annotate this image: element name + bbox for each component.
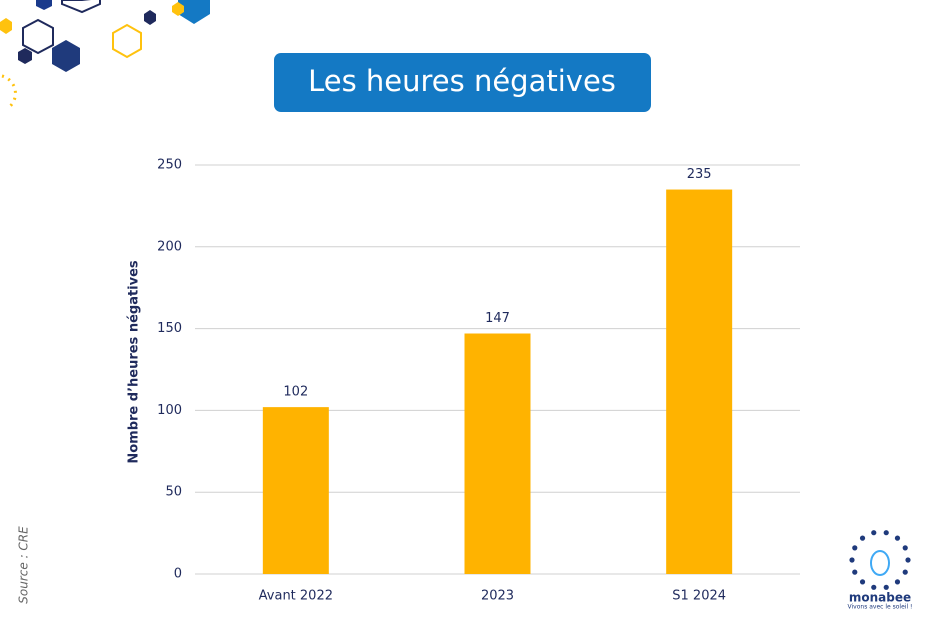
bar — [666, 189, 733, 575]
y-tick-label: 100 — [157, 403, 182, 418]
logo-dot — [894, 579, 901, 585]
logo-dot — [902, 545, 908, 551]
logo-dot — [859, 535, 866, 541]
logo-dot — [902, 569, 908, 575]
logo-tagline: Vivons avec le soleil ! — [848, 604, 913, 611]
y-tick-label: 250 — [157, 158, 182, 173]
logo-dot — [849, 557, 855, 563]
y-tick-label: 0 — [174, 567, 182, 582]
logo-dot — [883, 584, 889, 590]
y-axis-label: Nombre d’heures négatives — [127, 260, 142, 464]
source: Source : CRE — [17, 526, 31, 604]
logo-dot — [871, 530, 877, 536]
bar — [262, 407, 329, 574]
logo-dot — [859, 579, 866, 585]
bar — [464, 333, 531, 574]
y-tick-label: 150 — [157, 321, 182, 336]
x-tick-label: Avant 2022 — [259, 589, 333, 604]
logo-dot — [894, 535, 901, 541]
logo-dot — [852, 569, 858, 575]
data-label: 235 — [687, 167, 712, 182]
data-label: 102 — [283, 385, 308, 400]
y-tick-label: 200 — [157, 239, 182, 254]
logo-icon — [849, 530, 911, 590]
y-tick-label: 50 — [165, 485, 182, 500]
logo-dot — [905, 557, 911, 563]
chart-title: Les heures négatives — [308, 64, 616, 98]
logo-dot — [852, 545, 858, 551]
logo-dot — [871, 584, 877, 590]
x-tick-label: S1 2024 — [672, 589, 726, 604]
data-label: 147 — [485, 311, 510, 326]
logo-name: monabee — [849, 591, 911, 605]
title-box — [274, 53, 651, 112]
logo-dot — [883, 530, 889, 536]
decoration — [0, 0, 210, 110]
logo-bee — [870, 550, 890, 576]
x-tick-label: 2023 — [481, 589, 514, 604]
